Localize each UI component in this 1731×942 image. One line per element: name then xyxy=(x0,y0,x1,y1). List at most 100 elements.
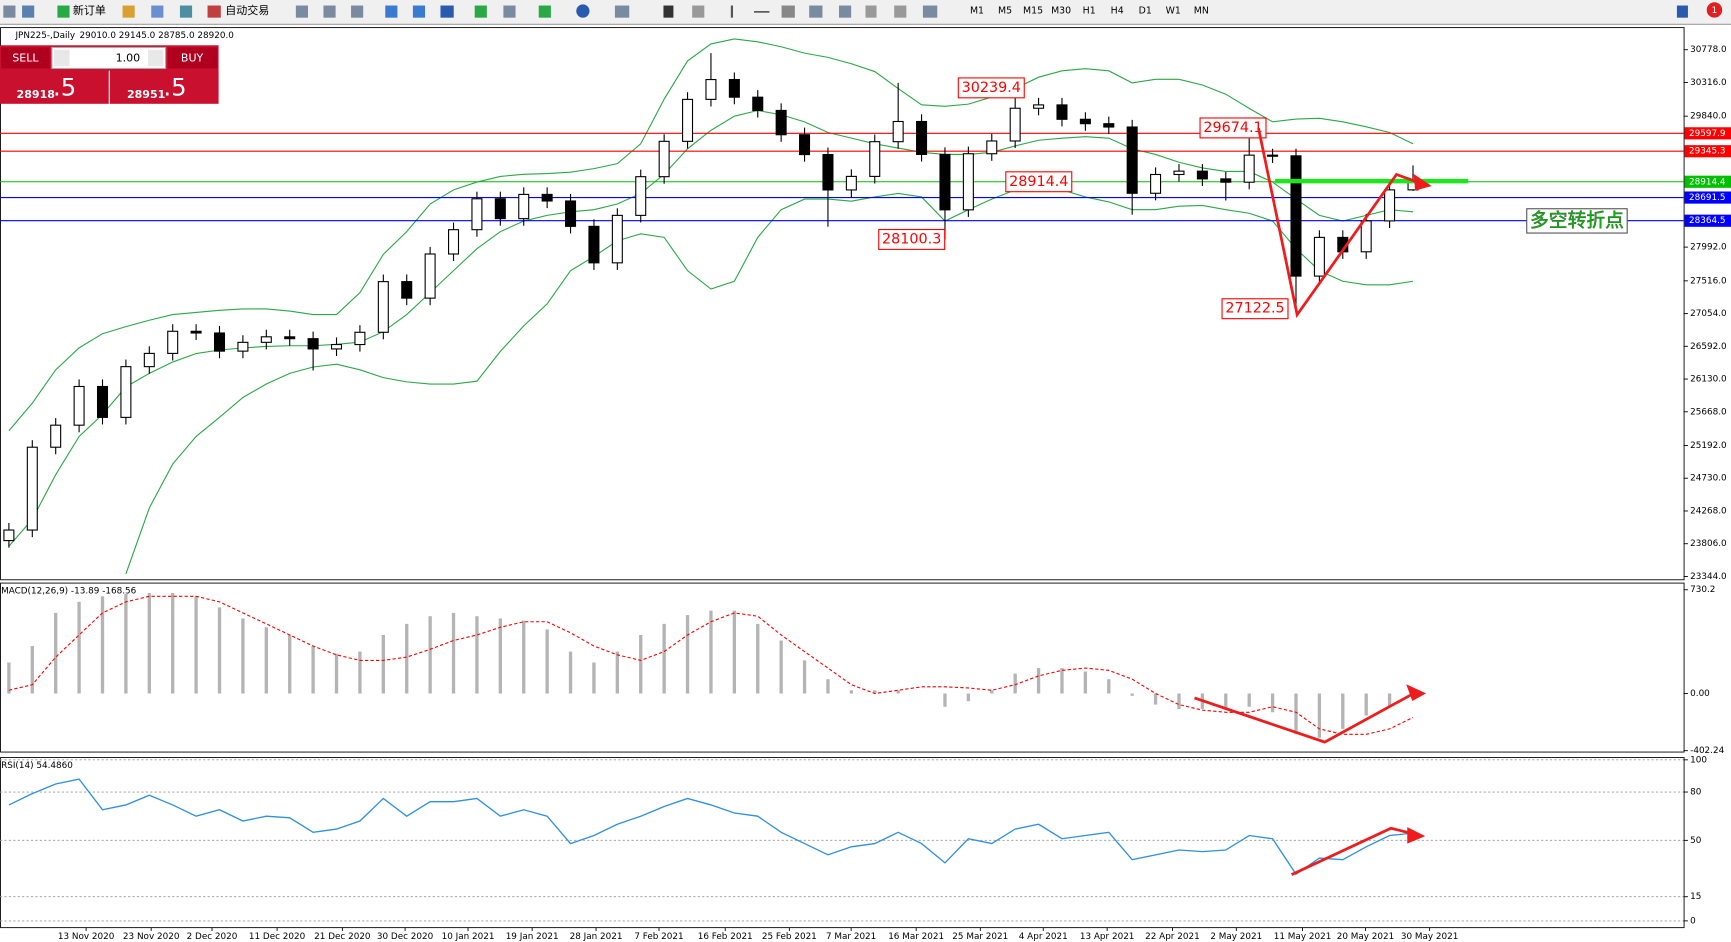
timeframe-button[interactable]: H1 xyxy=(1083,6,1096,17)
candle-body xyxy=(1313,236,1325,277)
ask-price-tail: .5 xyxy=(163,72,186,101)
y-tick-label: 27516.0 xyxy=(1690,276,1727,286)
y-tick-label: 27054.0 xyxy=(1690,309,1727,319)
candle-body xyxy=(1056,104,1068,120)
macd-bar xyxy=(381,634,385,694)
timeframe-button[interactable]: M15 xyxy=(1023,6,1043,17)
y-tick-label: 100 xyxy=(1690,755,1707,765)
macd-bar xyxy=(1060,668,1064,694)
x-tick-label: 20 May 2021 xyxy=(1337,932,1395,942)
x-tick-label: 11 Dec 2020 xyxy=(249,932,306,942)
timeframe-button[interactable]: W1 xyxy=(1166,6,1181,17)
x-tick-label: 4 Apr 2021 xyxy=(1019,932,1068,942)
candle-body xyxy=(1360,220,1372,253)
price-level-label: 28364.5 xyxy=(1689,216,1726,226)
x-tick-label: 30 Dec 2020 xyxy=(377,932,434,942)
x-tick-label: 23 Nov 2020 xyxy=(123,932,180,942)
y-tick-label: 25192.0 xyxy=(1690,441,1727,451)
new-order-button[interactable]: 新订单 xyxy=(73,3,106,17)
annotation-box xyxy=(957,77,1025,99)
macd-bar xyxy=(732,610,737,694)
candle-body xyxy=(1079,118,1091,125)
macd-bar xyxy=(288,634,292,694)
macd-bar xyxy=(498,618,502,694)
price-level-tag xyxy=(1684,191,1731,204)
macd-bar xyxy=(475,616,479,694)
candle-body xyxy=(237,341,249,352)
price-level-tag xyxy=(1684,127,1731,140)
macd-bar xyxy=(592,662,596,694)
macd-bar xyxy=(896,690,900,694)
y-tick-label: 24268.0 xyxy=(1690,506,1727,516)
bollinger-band xyxy=(8,38,1414,432)
timeframe-button[interactable]: M1 xyxy=(970,6,984,17)
macd-bar xyxy=(639,634,643,694)
candle-body xyxy=(705,78,717,100)
macd-bar xyxy=(1130,693,1134,696)
buy-button[interactable] xyxy=(167,47,218,69)
y-tick-label: 27992.0 xyxy=(1690,243,1727,253)
auto-trading-button[interactable]: 自动交易 xyxy=(225,3,269,17)
chart-background xyxy=(0,25,1731,942)
panel-title: MACD(12,26,9) -13.89 -168.56 xyxy=(1,586,137,596)
candle-body xyxy=(1009,107,1021,142)
y-tick-label: 0.00 xyxy=(1690,689,1710,699)
macd-bar xyxy=(124,594,128,694)
candle-body xyxy=(167,330,179,354)
candle-body xyxy=(1243,154,1255,183)
candle-body xyxy=(541,193,553,202)
macd-bar xyxy=(7,662,11,694)
macd-bar xyxy=(756,623,760,694)
x-tick-label: 2 May 2021 xyxy=(1210,932,1262,942)
x-tick-label: 28 Jan 2021 xyxy=(570,932,623,942)
sell-label[interactable]: SELL xyxy=(12,52,39,65)
candle-body xyxy=(799,134,811,156)
timeframe-button[interactable]: D1 xyxy=(1139,6,1152,17)
candle-body xyxy=(190,330,202,334)
lot-size[interactable]: 1.00 xyxy=(116,52,141,65)
x-tick-label: 19 Jan 2021 xyxy=(506,932,559,942)
candle-body xyxy=(120,366,132,418)
buy-label[interactable]: BUY xyxy=(181,52,204,65)
x-tick-label: 22 Apr 2021 xyxy=(1145,932,1200,942)
macd-bar xyxy=(171,593,175,694)
x-tick-label: 30 May 2021 xyxy=(1401,932,1459,942)
candle-body xyxy=(143,352,155,368)
candle-body xyxy=(611,214,623,264)
x-tick-label: 10 Jan 2021 xyxy=(442,932,495,942)
macd-bar xyxy=(311,646,315,694)
annotation-box xyxy=(1526,208,1628,234)
annotation-box xyxy=(1221,298,1289,320)
notification-badge[interactable]: 1 xyxy=(1712,6,1718,16)
candle-body xyxy=(1220,178,1232,183)
macd-bar xyxy=(1013,673,1017,694)
y-tick-label: 730.2 xyxy=(1690,585,1715,595)
y-tick-label: 0 xyxy=(1690,916,1696,926)
candle-body xyxy=(424,253,436,299)
macd-bar xyxy=(264,627,268,694)
candle-body xyxy=(354,331,366,346)
candle-body xyxy=(26,446,38,531)
macd-bar xyxy=(1247,693,1251,707)
bid-price-tail: .5 xyxy=(53,72,76,101)
macd-bar xyxy=(100,596,105,694)
timeframe-button[interactable]: M30 xyxy=(1051,6,1071,17)
timeframe-button[interactable]: M5 xyxy=(998,6,1012,17)
x-tick-label: 7 Feb 2021 xyxy=(634,932,683,942)
candle-body xyxy=(330,343,343,350)
y-tick-label: 30778.0 xyxy=(1690,45,1727,55)
price-level-tag xyxy=(1684,214,1731,227)
toolbar-icons xyxy=(3,2,1723,18)
candle-body xyxy=(822,154,834,191)
candle-body xyxy=(752,96,764,111)
sell-button[interactable] xyxy=(1,47,50,69)
candle-body xyxy=(1267,154,1279,157)
macd-bar xyxy=(30,646,34,694)
candle-body xyxy=(635,176,647,216)
timeframe-button[interactable]: H4 xyxy=(1111,6,1124,17)
y-tick-label: 80 xyxy=(1690,788,1702,798)
macd-bar xyxy=(1107,679,1111,694)
y-tick-label: 26130.0 xyxy=(1690,375,1727,385)
timeframe-button[interactable]: MN xyxy=(1194,6,1209,17)
